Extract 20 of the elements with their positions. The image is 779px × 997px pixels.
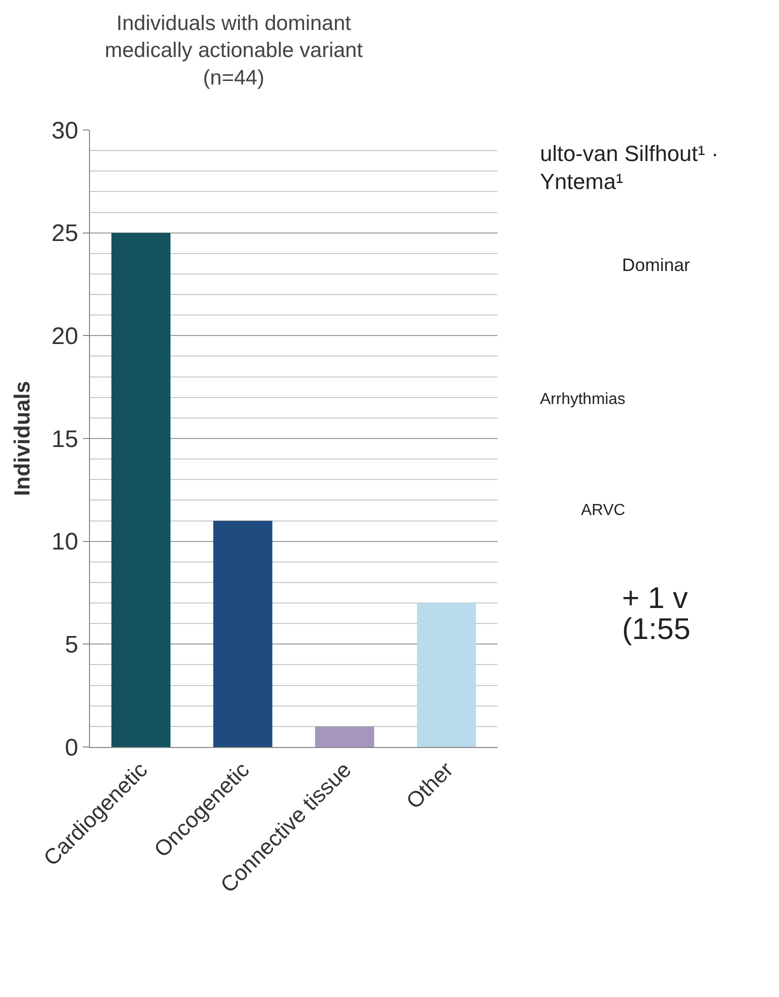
y-tick-label: 15	[51, 426, 78, 453]
text: (1:55	[622, 613, 690, 646]
y-tick-label: 5	[64, 632, 78, 659]
y-tick-label: 0	[64, 734, 78, 762]
text: Dominar	[622, 255, 690, 275]
bar	[315, 726, 374, 747]
chart-title: Individuals with dominant medically actionable variant (n=44)	[104, 12, 363, 90]
y-axis-title: Individuals	[9, 381, 34, 496]
text: Yntema¹	[540, 169, 624, 194]
bar	[111, 232, 170, 747]
bar	[213, 520, 272, 747]
y-tick-label: 10	[51, 528, 78, 556]
text: Arrhythmias	[540, 391, 626, 408]
text: ARVC	[581, 502, 626, 519]
y-tick-label: 20	[51, 323, 78, 350]
y-tick-label: 30	[51, 117, 78, 144]
text: ulto-van Silfhout¹ ·	[540, 141, 719, 166]
text: + 1 v	[622, 582, 688, 615]
y-tick-label: 25	[51, 220, 78, 248]
bar	[416, 603, 476, 747]
